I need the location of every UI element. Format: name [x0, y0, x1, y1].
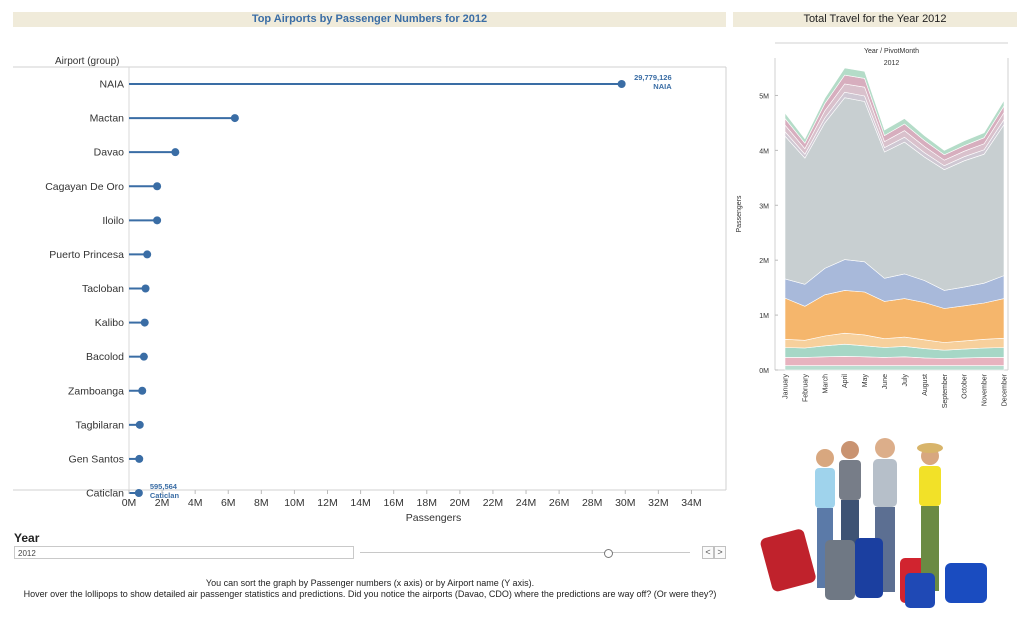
month-label: March — [822, 374, 829, 394]
airport-label: Iloilo — [102, 215, 124, 227]
x-tick-label: 18M — [417, 497, 437, 509]
month-label: November — [982, 373, 989, 406]
x-tick-label: 14M — [350, 497, 370, 509]
month-label: January — [783, 374, 790, 399]
month-label: May — [862, 374, 869, 388]
airport-label: Gen Santos — [69, 453, 124, 465]
airport-label: Mactan — [90, 113, 125, 125]
year-select[interactable]: 2012 — [14, 546, 354, 559]
airport-label: NAIA — [99, 79, 124, 91]
y-tick-label: 1M — [759, 313, 769, 320]
airport-label: Tacloban — [82, 283, 124, 295]
data-label-value: 595,564 — [150, 482, 178, 491]
x-tick-label: 28M — [582, 497, 602, 509]
airport-label: Puerto Princesa — [49, 249, 124, 261]
y-tick-label: 2M — [759, 258, 769, 265]
next-year-button[interactable]: > — [714, 546, 726, 559]
area-chart-title: Total Travel for the Year 2012 — [733, 12, 1017, 27]
area-series — [784, 365, 1005, 371]
lollipop-dot — [134, 489, 143, 497]
x-tick-label: 16M — [383, 497, 403, 509]
month-label: July — [902, 374, 909, 387]
travelers-photo — [755, 428, 1017, 618]
lollipop-dot — [138, 386, 147, 395]
y-tick-label: 3M — [759, 203, 769, 210]
airport-label: Caticlan — [86, 488, 124, 500]
x-tick-label: 30M — [615, 497, 635, 509]
month-label: August — [922, 374, 929, 396]
instructions-line-1: You can sort the graph by Passenger numb… — [205, 578, 535, 588]
y-axis-title: Passengers — [736, 195, 743, 232]
lollipop-dot — [140, 318, 149, 327]
lollipop-dot — [617, 80, 626, 88]
lollipop-chart[interactable]: Airport (group)NAIA29,779,126NAIAMactanD… — [0, 28, 730, 528]
x-tick-label: 24M — [516, 497, 536, 509]
y-tick-label: 5M — [759, 93, 769, 100]
x-tick-label: 22M — [483, 497, 503, 509]
year-slider-thumb[interactable] — [603, 549, 613, 558]
year-filter-label: Year — [14, 531, 40, 545]
lollipop-chart-title: Top Airports by Passenger Numbers for 20… — [13, 12, 726, 27]
month-label: October — [962, 373, 969, 399]
instructions-line-2: Hover over the lollipops to show detaile… — [23, 589, 717, 599]
x-axis-title: Passengers — [406, 512, 461, 524]
y-axis-header: Airport (group) — [55, 56, 119, 67]
month-label: December — [1002, 373, 1009, 406]
year-slider-track[interactable] — [360, 552, 690, 553]
data-label-name: NAIA — [653, 82, 672, 91]
prev-year-button[interactable]: < — [702, 546, 714, 559]
month-label: June — [882, 374, 889, 389]
x-tick-label: 20M — [450, 497, 470, 509]
year-header: 2012 — [884, 60, 900, 67]
airport-label: Tagbilaran — [76, 419, 125, 431]
x-tick-label: 12M — [317, 497, 337, 509]
area-chart[interactable]: Year / PivotMonth 2012 0M 1M 2M 3M 4M 5M Passeng… — [730, 28, 1024, 420]
x-tick-label: 34M — [681, 497, 701, 509]
lollipop-dot — [135, 454, 144, 463]
x-tick-label: 26M — [549, 497, 569, 509]
x-tick-label: 6M — [221, 497, 236, 509]
x-tick-label: 2M — [155, 497, 170, 509]
column-header: Year / PivotMonth — [864, 48, 919, 55]
lollipop-dot — [141, 284, 150, 293]
lollipop-dot — [135, 420, 144, 429]
lollipop-dot — [171, 148, 180, 157]
month-label: February — [802, 374, 809, 403]
x-tick-label: 0M — [122, 497, 137, 509]
data-label-value: 29,779,126 — [634, 73, 672, 82]
month-label: September — [942, 373, 949, 408]
airport-label: Cagayan De Oro — [45, 181, 124, 193]
lollipop-dot — [153, 216, 162, 225]
lollipop-dot — [143, 250, 152, 259]
airport-label: Kalibo — [95, 317, 124, 329]
x-tick-label: 4M — [188, 497, 203, 509]
airport-label: Zamboanga — [68, 385, 124, 397]
month-label: April — [842, 374, 849, 388]
lollipop-dot — [153, 182, 162, 191]
lollipop-dot — [139, 352, 148, 361]
data-label-name: Caticlan — [150, 491, 180, 500]
y-tick-label: 4M — [759, 148, 769, 155]
airport-label: Davao — [94, 147, 125, 159]
x-tick-label: 8M — [254, 497, 269, 509]
y-tick-label: 0M — [759, 368, 769, 375]
lollipop-dot — [230, 114, 239, 123]
x-tick-label: 10M — [284, 497, 304, 509]
x-tick-label: 32M — [648, 497, 668, 509]
area-series — [784, 67, 1005, 156]
airport-label: Bacolod — [86, 351, 124, 363]
instructions-text: You can sort the graph by Passenger numb… — [10, 578, 730, 600]
